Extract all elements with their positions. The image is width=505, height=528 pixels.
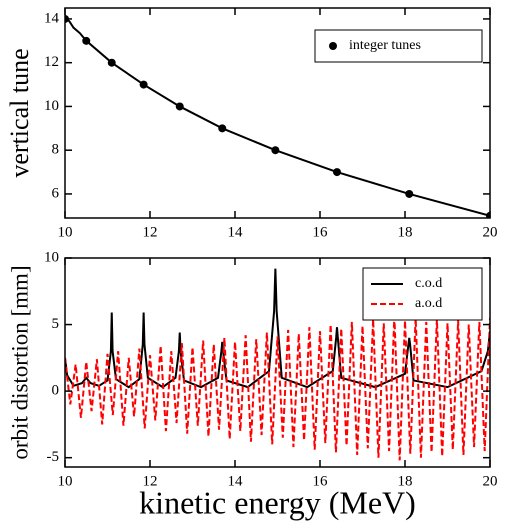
x-tick-label: 18 [398,473,413,489]
plot-frame [64,7,491,219]
x-tick-label: 14 [228,473,244,489]
legend-label: c.o.d [415,276,442,291]
x-tick-label: 12 [143,224,158,240]
y-tick-label: 0 [52,383,60,399]
point [107,58,116,67]
x-tick-label: 12 [143,473,158,489]
plot-frame [64,257,491,468]
x-tick-label: 20 [483,224,498,240]
legend-marker [329,42,337,50]
x-tick-label: 18 [398,224,413,240]
point [486,211,490,218]
series-line [65,316,490,461]
y-tick-label: 10 [44,98,59,114]
x-tick-label: 10 [58,224,73,240]
x-axis-label: kinetic energy (MeV) [139,484,416,520]
legend-label: integer tunes [349,38,421,53]
point [333,168,341,177]
y-tick-label: 5 [52,316,60,332]
point [82,36,91,45]
x-tick-label: 14 [228,224,244,240]
series-line [65,268,490,389]
y-axis-label: orbit distortion [mm] [7,265,32,459]
x-tick-label: 16 [313,473,329,489]
y-tick-label: 6 [52,185,60,201]
x-tick-label: 16 [313,224,329,240]
point [271,146,280,155]
y-tick-label: 12 [44,54,59,70]
plot-area [65,14,490,218]
x-tick-label: 10 [58,473,73,489]
plot-area [65,268,490,461]
legend-box [362,267,483,321]
y-tick-label: -5 [47,449,60,465]
legend-label: a.o.d [415,296,442,311]
point [218,124,227,133]
point [175,102,184,111]
y-tick-label: 10 [44,249,59,265]
point [405,189,414,198]
y-tick-label: 8 [52,142,60,158]
x-tick-label: 20 [483,473,498,489]
y-axis-label: vertical tune [5,48,34,177]
point [139,80,148,89]
y-tick-label: 14 [44,10,60,26]
legend-box [314,29,483,63]
